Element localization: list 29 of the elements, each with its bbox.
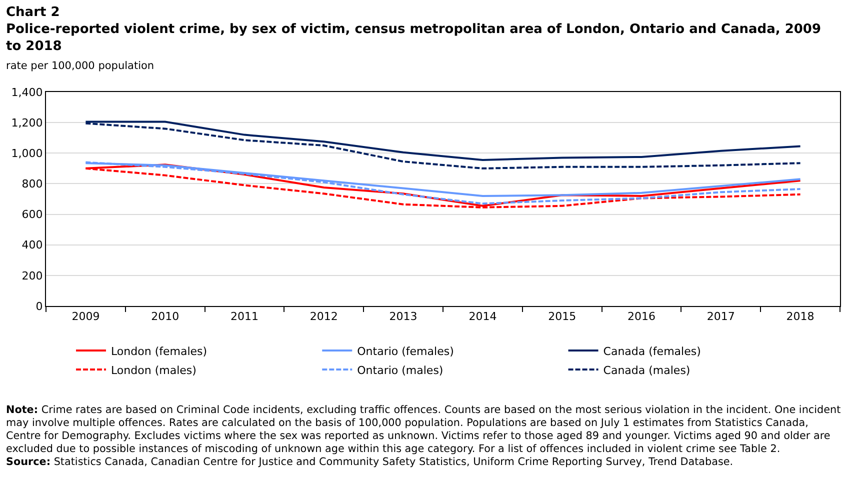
x-tick-label: 2011	[230, 310, 258, 324]
x-tick-label: 2014	[468, 310, 497, 324]
x-tick-label: 2015	[548, 310, 576, 324]
legend-label: London (females)	[111, 344, 208, 358]
x-tick-label: 2012	[310, 310, 338, 324]
chart-title: Chart 2	[6, 4, 61, 21]
x-tick-label: 2017	[706, 310, 735, 324]
y-tick-label: 400	[22, 238, 43, 252]
y-axis-title: rate per 100,000 population	[6, 60, 156, 72]
legend-label: Canada (females)	[603, 344, 701, 358]
legend-label: Ontario (males)	[357, 364, 444, 377]
x-tick-label: 2009	[72, 310, 100, 324]
text: Note: Crime rates are based on Criminal Code incidents, excluding traffic offences. Counts are based on the most serious violation in the incident. One incident may involve multiple offences. Rates are calculated on the basis of 100,000 population. Populations are based on July 1 estimates from Statistics Canada, Centre for Demography. Excludes victims where the sex was reported as unknown. Victims refer to those aged 89 and younger. Victims aged 90 and older are excluded due to possible instances of miscoding of unknown age within this age category. For a list of offences included in violent crime see Table 2.	[6, 404, 841, 455]
x-tick-label: 2016	[628, 310, 656, 324]
y-tick-label: 800	[22, 178, 43, 191]
y-tick-label: 600	[22, 208, 43, 222]
y-tick-label: 1,400	[11, 86, 43, 99]
legend-label: London (males)	[111, 364, 196, 377]
x-tick-label: 2018	[786, 310, 814, 324]
y-tick-label: 0	[36, 300, 43, 313]
x-tick-label: 2010	[151, 310, 180, 324]
y-tick-label: 1,000	[11, 146, 43, 160]
x-tick-label: 2013	[389, 310, 418, 324]
chart-subtitle: Police-reported violent crime, by sex of victim, census metropolitan area of London, Ontario and Canada, 2009 to 2018	[6, 21, 822, 55]
legend-label: Canada (males)	[603, 364, 690, 377]
legend-label: Ontario (females)	[357, 344, 454, 358]
y-tick-label: 1,200	[11, 116, 43, 130]
y-tick-label: 200	[22, 269, 43, 282]
source-note: Source: Statistics Canada, Canadian Centre for Justice and Community Safety Statistics, Uniform Crime Reporting Survey, Trend Database.	[6, 456, 734, 468]
